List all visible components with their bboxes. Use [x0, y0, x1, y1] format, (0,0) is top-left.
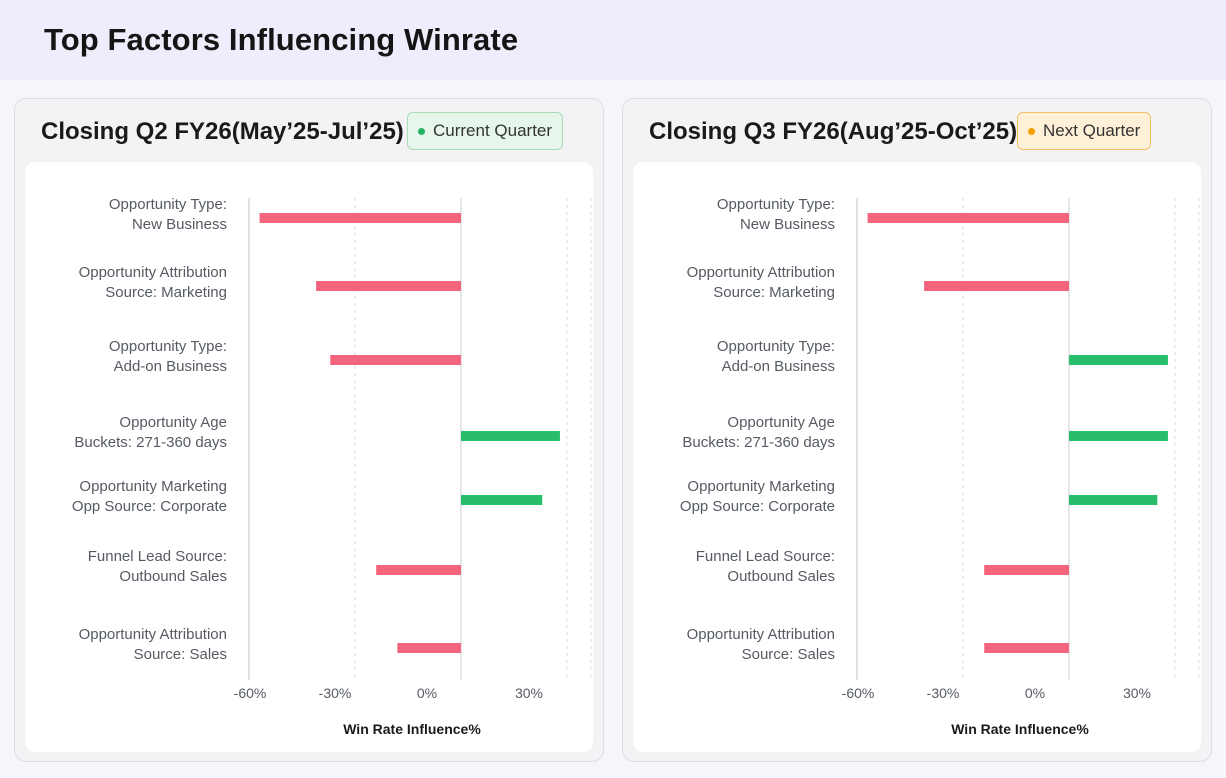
x-tick-label: 0% [417, 685, 437, 701]
bar-negative [259, 213, 461, 223]
panel-title: Closing Q2 FY26(May’25-Jul’25) [41, 118, 404, 145]
chart-card: Opportunity Type: New Business Opportunity… [25, 162, 593, 752]
status-dot-icon [418, 127, 425, 135]
bar-negative [316, 281, 461, 291]
category-label: Opportunity Attribution Source: Sales [687, 626, 835, 663]
bar-negative [984, 565, 1069, 575]
bar-negative [867, 213, 1069, 223]
x-tick-label: 30% [515, 685, 543, 701]
category-label: Opportunity Attribution Source: Sales [79, 626, 227, 663]
bar-negative [924, 281, 1069, 291]
category-label: Opportunity Marketing Opp Source: Corpora… [680, 478, 835, 515]
bar-positive [1069, 431, 1168, 441]
badge-label: Next Quarter [1043, 121, 1141, 140]
bar-negative [397, 643, 461, 653]
page-header: Top Factors Influencing Winrate [0, 0, 1226, 80]
category-label: Funnel Lead Source: Outbound Sales [696, 548, 835, 585]
category-label: Opportunity Marketing Opp Source: Corpora… [72, 478, 227, 515]
x-tick-label: 0% [1025, 685, 1045, 701]
bar-negative [330, 355, 461, 365]
category-label: Opportunity Age Buckets: 271-360 days [74, 414, 227, 451]
next-quarter-badge: Next Quarter [1017, 112, 1152, 150]
panel-title: Closing Q3 FY26(Aug’25-Oct’25) [649, 118, 1018, 145]
bar-negative [376, 565, 461, 575]
x-tick-label: -60% [842, 685, 875, 701]
current-quarter-badge: Current Quarter [407, 112, 564, 150]
x-tick-label: -60% [234, 685, 267, 701]
category-label: Opportunity Type: New Business [717, 196, 835, 233]
x-axis-title: Win Rate Influence% [343, 721, 481, 737]
category-label: Opportunity Attribution Source: Marketing [79, 264, 227, 301]
category-label: Opportunity Type: Add-on Business [717, 338, 835, 375]
badge-label: Current Quarter [433, 121, 553, 140]
x-axis-title: Win Rate Influence% [951, 721, 1089, 737]
panel-next-quarter: Closing Q3 FY26(Aug’25-Oct’25) Next Quar… [622, 98, 1212, 762]
bar-positive [1069, 355, 1168, 365]
page-title: Top Factors Influencing Winrate [44, 22, 519, 57]
win-rate-chart-q3: Opportunity Type: New Business Opportunity… [680, 196, 1200, 737]
category-label: Opportunity Attribution Source: Marketing [687, 264, 835, 301]
category-label: Opportunity Type: Add-on Business [109, 338, 227, 375]
category-label: Opportunity Age Buckets: 271-360 days [682, 414, 835, 451]
bar-positive [461, 431, 560, 441]
x-tick-label: -30% [319, 685, 352, 701]
bar-positive [1069, 495, 1158, 505]
panel-current-quarter: Closing Q2 FY26(May’25-Jul’25) Current Q… [14, 98, 604, 762]
bar-negative [984, 643, 1069, 653]
chart-card: Opportunity Type: New Business Opportunity… [633, 162, 1201, 752]
category-label: Opportunity Type: New Business [109, 196, 227, 233]
x-tick-label: -30% [927, 685, 960, 701]
x-tick-label: 30% [1123, 685, 1151, 701]
bar-positive [461, 495, 543, 505]
win-rate-chart-q2: Opportunity Type: New Business Opportunity… [72, 196, 592, 737]
status-dot-icon [1028, 127, 1035, 135]
category-label: Funnel Lead Source: Outbound Sales [88, 548, 227, 585]
